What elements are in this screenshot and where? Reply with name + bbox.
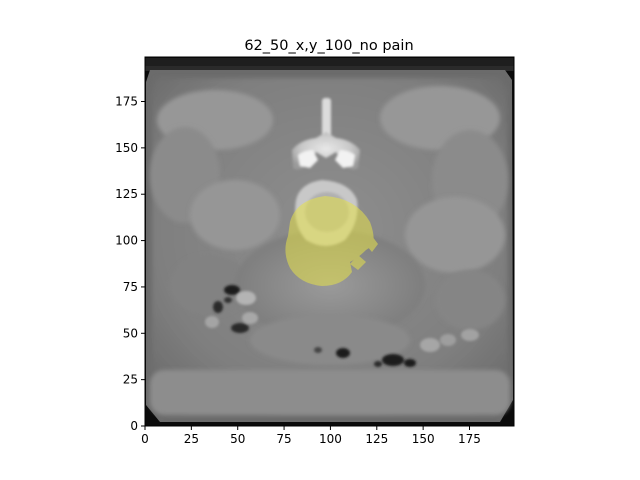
y-axis: 0 25 50 75 100 125 150 175: [115, 95, 145, 433]
bowel-gas: [213, 285, 416, 367]
x-tick-label: 175: [458, 432, 481, 446]
x-tick-label: 75: [276, 432, 291, 446]
figure-title: 62_50_x,y_100_no pain: [244, 38, 413, 54]
y-tick-label: 175: [115, 95, 138, 109]
x-axis: 0 25 50 75 100 125 150 175: [141, 426, 481, 446]
x-tick-label: 100: [319, 432, 342, 446]
ct-image: [145, 57, 514, 426]
y-tick-label: 50: [123, 326, 138, 340]
y-tick-label: 75: [123, 280, 138, 294]
x-tick-label: 0: [141, 432, 149, 446]
x-tick-label: 25: [184, 432, 199, 446]
x-tick-label: 150: [412, 432, 435, 446]
y-tick-label: 25: [123, 373, 138, 387]
y-tick-label: 100: [115, 234, 138, 248]
y-tick-label: 125: [115, 187, 138, 201]
y-tick-label: 0: [130, 419, 138, 433]
x-tick-label: 50: [230, 432, 245, 446]
y-tick-label: 150: [115, 141, 138, 155]
axes-frame: [144, 56, 515, 427]
segmentation-overlay: [285, 196, 378, 286]
x-tick-label: 125: [365, 432, 388, 446]
